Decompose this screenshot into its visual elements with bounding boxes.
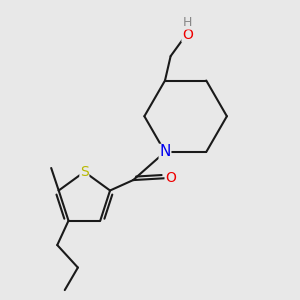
Text: N: N xyxy=(159,145,171,160)
Text: H: H xyxy=(183,16,192,29)
Text: O: O xyxy=(182,28,193,42)
Text: S: S xyxy=(80,165,89,179)
Text: O: O xyxy=(165,171,176,185)
